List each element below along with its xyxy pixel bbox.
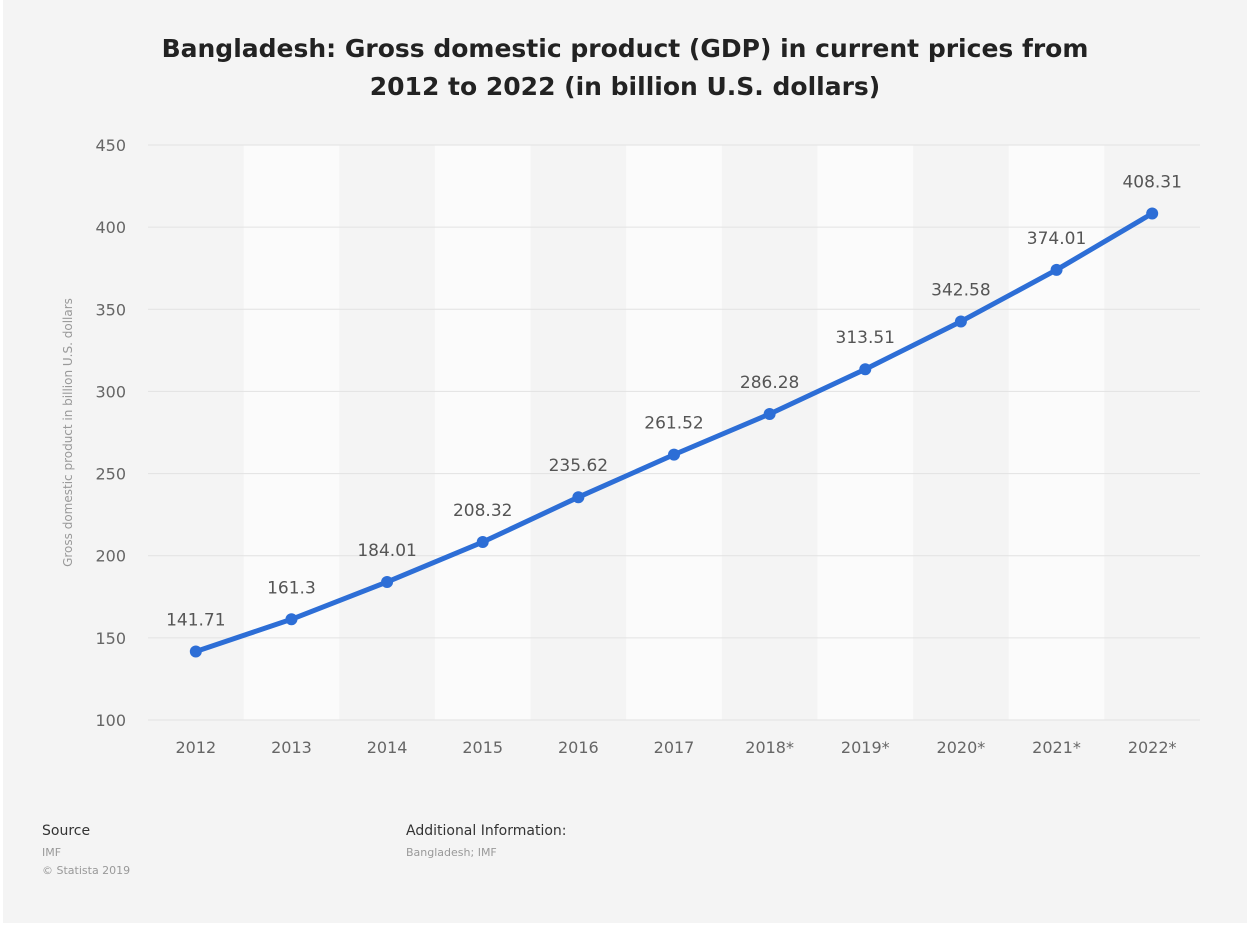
x-tick-label: 2012 <box>175 738 216 757</box>
column-band <box>1008 145 1105 720</box>
data-point <box>381 575 394 588</box>
column-band <box>817 145 914 720</box>
column-band <box>626 145 722 720</box>
data-label: 408.31 <box>1122 172 1181 192</box>
data-label: 235.62 <box>549 456 608 476</box>
data-label: 261.52 <box>644 414 703 434</box>
column-band <box>243 145 340 720</box>
column-band <box>434 145 531 720</box>
x-tick-label: 2016 <box>558 738 599 757</box>
x-tick-label: 2022* <box>1128 738 1177 757</box>
data-point <box>1050 263 1063 276</box>
chart-title-line-1: Bangladesh: Gross domestic product (GDP)… <box>161 34 1089 63</box>
data-point <box>285 613 298 626</box>
data-label: 161.3 <box>267 578 316 598</box>
source-heading: Source <box>42 823 91 839</box>
y-tick-label: 350 <box>95 300 126 319</box>
chart-title: Bangladesh: Gross domestic product (GDP)… <box>0 30 1250 106</box>
data-point <box>859 363 872 376</box>
data-label: 313.51 <box>836 328 895 348</box>
data-label: 374.01 <box>1027 229 1086 249</box>
x-tick-label: 2021* <box>1032 738 1081 757</box>
additional-info-heading: Additional Information: <box>406 823 567 839</box>
y-tick-label: 250 <box>95 465 126 484</box>
y-tick-label: 150 <box>95 629 126 648</box>
data-point <box>954 315 967 328</box>
data-point <box>1146 207 1159 220</box>
y-tick-label: 300 <box>95 382 126 401</box>
data-point <box>572 491 585 504</box>
data-point <box>189 645 202 658</box>
y-tick-label: 100 <box>95 711 126 730</box>
x-tick-label: 2013 <box>271 738 312 757</box>
x-tick-label: 2014 <box>367 738 408 757</box>
data-point <box>476 536 489 549</box>
y-tick-label: 400 <box>95 218 126 237</box>
data-label: 184.01 <box>357 541 416 561</box>
x-tick-label: 2017 <box>654 738 695 757</box>
data-label: 286.28 <box>740 373 799 393</box>
y-tick-label: 450 <box>95 136 126 155</box>
source-line-imf: IMF <box>42 846 62 859</box>
y-axis-title: Gross domestic product in billion U.S. d… <box>61 298 75 567</box>
data-label: 141.71 <box>166 610 225 630</box>
data-point <box>763 407 776 420</box>
data-label: 342.58 <box>931 280 990 300</box>
y-tick-label: 200 <box>95 547 126 566</box>
x-tick-label: 2018* <box>745 738 794 757</box>
x-tick-label: 2019* <box>841 738 890 757</box>
x-tick-label: 2020* <box>937 738 986 757</box>
x-tick-label: 2015 <box>462 738 503 757</box>
data-label: 208.32 <box>453 501 512 521</box>
chart-title-line-2: 2012 to 2022 (in billion U.S. dollars) <box>369 72 881 101</box>
data-point <box>668 448 680 461</box>
source-line-copyright: © Statista 2019 <box>42 864 131 877</box>
additional-info-text: Bangladesh; IMF <box>406 846 497 859</box>
